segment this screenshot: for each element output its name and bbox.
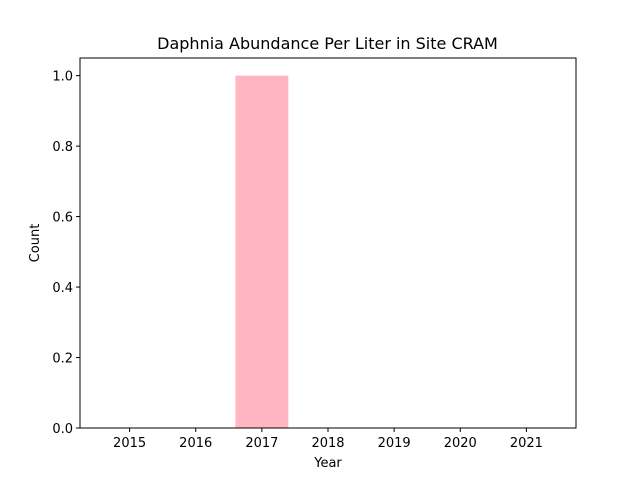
x-axis: 2015 2016 2017 2018 2019 2020 2021 xyxy=(113,428,543,451)
y-tick-label-0.6: 0.6 xyxy=(52,211,73,226)
x-axis-label: Year xyxy=(313,456,342,471)
x-tick-label-2018: 2018 xyxy=(311,436,344,451)
y-tick-label-0.4: 0.4 xyxy=(52,281,73,296)
y-tick-label-0.2: 0.2 xyxy=(52,352,73,367)
x-tick-label-2016: 2016 xyxy=(179,436,212,451)
x-tick-label-2017: 2017 xyxy=(245,436,278,451)
x-tick-label-2020: 2020 xyxy=(444,436,477,451)
y-tick-label-1.0: 1.0 xyxy=(52,70,73,85)
bar-2017 xyxy=(235,75,289,428)
plot-area xyxy=(235,75,289,428)
y-axis-label: Count xyxy=(28,224,43,263)
x-tick-label-2019: 2019 xyxy=(378,436,411,451)
x-tick-label-2015: 2015 xyxy=(113,436,146,451)
chart-title: Daphnia Abundance Per Liter in Site CRAM xyxy=(157,34,498,53)
plot-frame xyxy=(79,57,577,429)
x-tick-label-2021: 2021 xyxy=(510,436,543,451)
y-axis: 0.0 0.2 0.4 0.6 0.8 1.0 xyxy=(52,70,80,437)
y-tick-label-0.0: 0.0 xyxy=(52,422,73,437)
y-tick-label-0.8: 0.8 xyxy=(52,140,73,155)
